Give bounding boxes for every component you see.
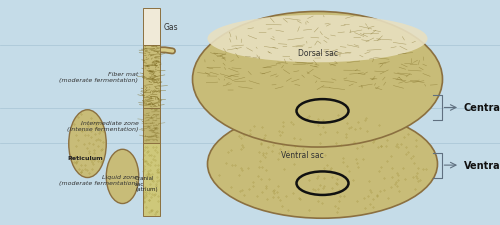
Ellipse shape [106,150,139,204]
Text: Fiber mat
(moderate fermentation): Fiber mat (moderate fermentation) [60,72,138,83]
Ellipse shape [208,16,428,63]
Text: Central: Central [464,103,500,113]
Bar [142,9,160,46]
Bar [142,108,160,144]
Ellipse shape [208,110,438,218]
Text: Reticulum: Reticulum [67,155,103,160]
Bar [142,144,160,216]
Text: Liquid zone
(moderate fermentation): Liquid zone (moderate fermentation) [60,174,138,185]
Text: Dorsal sac: Dorsal sac [298,48,338,57]
Bar [142,46,160,108]
Text: Intermediate zone
(intense fermentation): Intermediate zone (intense fermentation) [67,120,138,132]
Ellipse shape [192,12,442,147]
Ellipse shape [69,110,106,178]
Text: Ventral sac: Ventral sac [281,151,324,160]
Text: Ventral: Ventral [464,160,500,170]
Text: Gas: Gas [164,23,178,32]
Text: Cranial
sac
(atrium): Cranial sac (atrium) [135,175,158,192]
